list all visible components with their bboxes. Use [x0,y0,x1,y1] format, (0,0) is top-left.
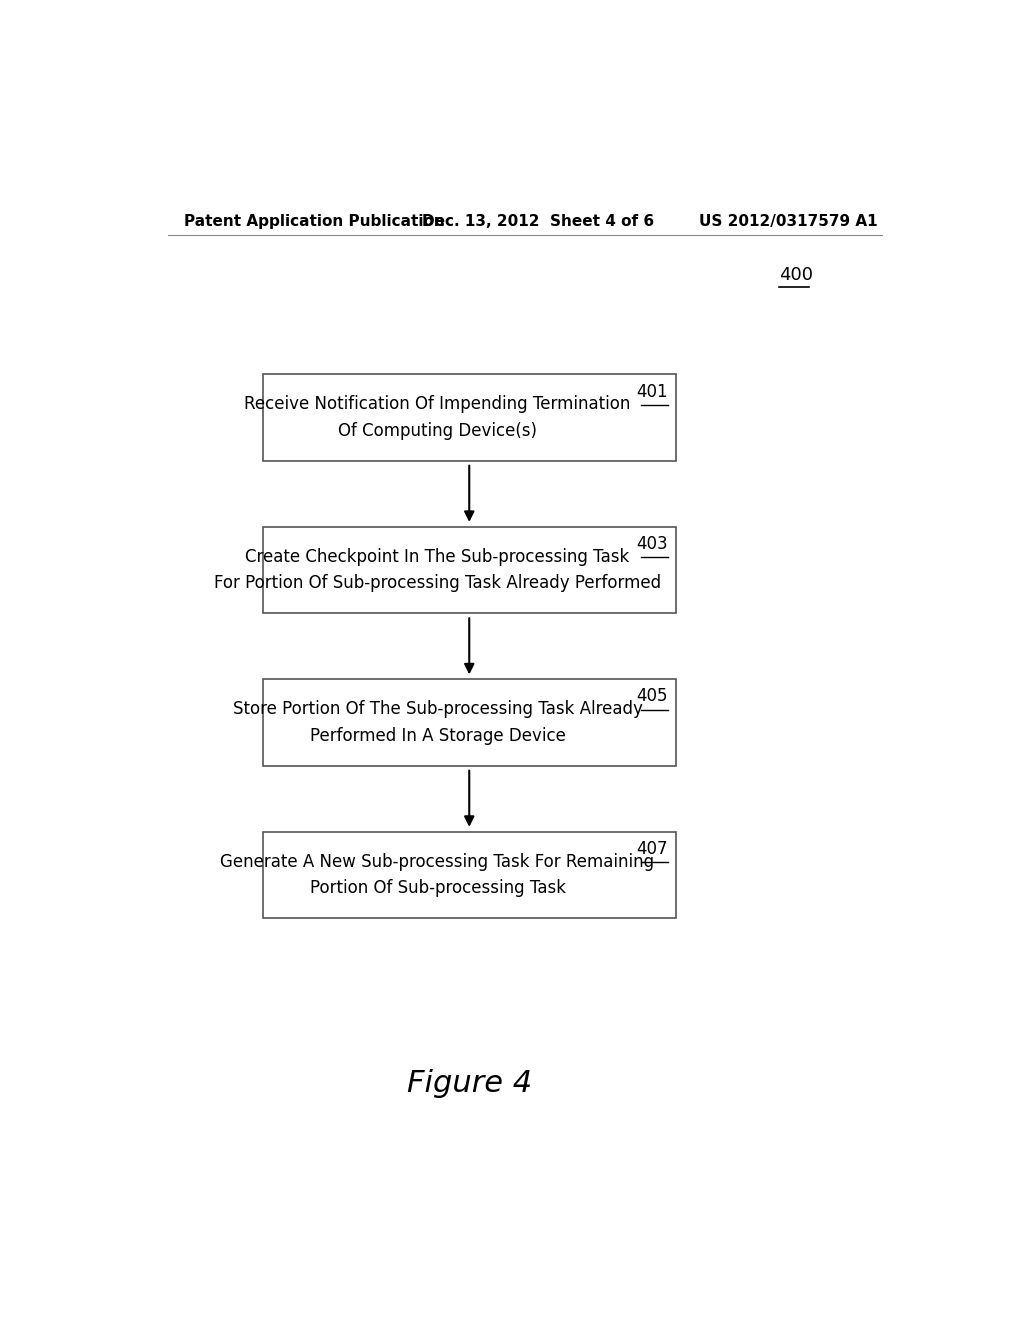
Bar [263,375,676,461]
Text: Patent Application Publication: Patent Application Publication [183,214,444,228]
Text: Store Portion Of The Sub-processing Task Already
Performed In A Storage Device: Store Portion Of The Sub-processing Task… [232,701,642,744]
Bar [263,527,676,614]
Bar [263,680,676,766]
Text: 401: 401 [636,383,668,400]
Text: Generate A New Sub-processing Task For Remaining
Portion Of Sub-processing Task: Generate A New Sub-processing Task For R… [220,853,654,898]
Text: 403: 403 [636,535,668,553]
Text: 405: 405 [636,688,668,705]
Text: 400: 400 [778,267,813,284]
Bar [263,832,676,919]
Text: Create Checkpoint In The Sub-processing Task
For Portion Of Sub-processing Task : Create Checkpoint In The Sub-processing … [214,548,662,593]
Text: Receive Notification Of Impending Termination
Of Computing Device(s): Receive Notification Of Impending Termin… [245,396,631,440]
Text: Figure 4: Figure 4 [407,1069,531,1098]
Text: Dec. 13, 2012  Sheet 4 of 6: Dec. 13, 2012 Sheet 4 of 6 [422,214,653,228]
Text: 407: 407 [636,840,668,858]
Text: US 2012/0317579 A1: US 2012/0317579 A1 [699,214,878,228]
